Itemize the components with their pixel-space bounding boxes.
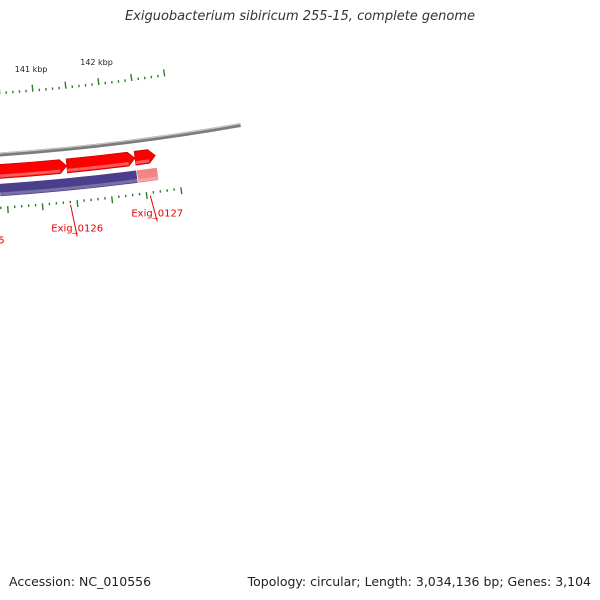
backbone-line: [0, 123, 241, 157]
inner-tick: [64, 81, 67, 89]
gene-bar-shine: [0, 179, 138, 196]
cds-arrow-shine: [67, 162, 129, 172]
cds-arrow-shine: [135, 159, 150, 165]
cds-arrow-shine: [0, 169, 61, 178]
gene-track: [0, 167, 160, 197]
map-title: Exiguobacterium sibiricum 255-15, comple…: [124, 9, 476, 24]
outer-tick: [76, 200, 79, 208]
kbp-label: 142 kbp: [80, 58, 113, 67]
inner-tick: [130, 73, 133, 82]
gene-labels: adkExig_0118Exig_0119rpmJExig_0121Exig_0…: [0, 195, 183, 246]
outer-tick: [145, 191, 148, 200]
outer-tick: [180, 187, 183, 195]
gene-label-exig-0127: Exig_0127: [131, 208, 183, 219]
accession-text: Accession: NC_010556: [9, 574, 152, 589]
backbone: [0, 123, 241, 157]
gene-bar-shine: [137, 176, 159, 183]
kbp-labels: 136 kbp137 kbp138 kbp139 kbp140 kbp141 k…: [15, 58, 113, 74]
tick-track: [0, 69, 183, 214]
outer-tick: [6, 205, 9, 214]
gene-label-leader: [149, 195, 158, 222]
gene-label-exig-0125: Exig_0125: [0, 235, 5, 246]
gene-label-leader: [70, 204, 78, 237]
inner-tick: [97, 78, 100, 86]
gene-bar-exig-0127: [136, 167, 160, 184]
cds-track: [0, 149, 156, 179]
gene-label-exig-0126: Exig_0126: [51, 223, 103, 234]
inner-tick: [31, 84, 34, 92]
inner-tick: [162, 69, 166, 77]
backbone-highlight: [0, 123, 241, 154]
kbp-label: 141 kbp: [15, 65, 48, 74]
genome-summary-text: Topology: circular; Length: 3,034,136 bp…: [247, 574, 591, 589]
outer-tick: [111, 196, 114, 204]
outer-tick: [41, 203, 44, 211]
